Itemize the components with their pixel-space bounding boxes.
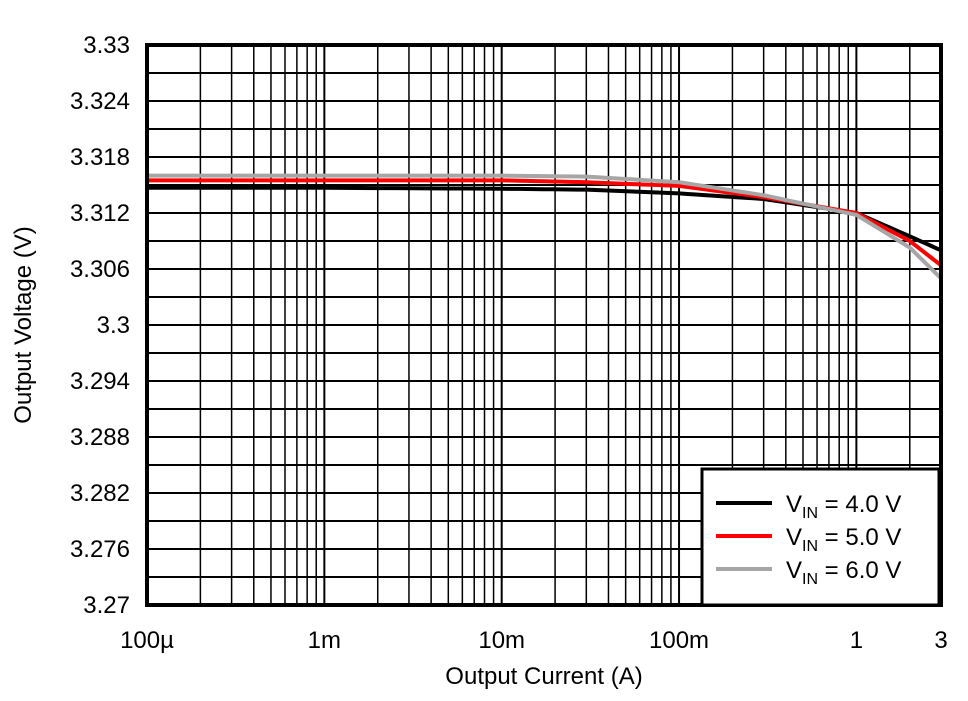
x-tick-label: 3 <box>934 627 947 654</box>
x-tick-label: 100m <box>649 627 709 654</box>
series-line <box>147 173 943 280</box>
y-tick-label: 3.318 <box>70 144 130 171</box>
y-tick-label: 3.33 <box>83 32 130 59</box>
x-tick-label: 100µ <box>120 627 174 654</box>
legend-label: VIN = 6.0 V <box>786 557 901 588</box>
x-tick-label: 1 <box>850 627 863 654</box>
x-axis-label: Output Current (A) <box>445 663 642 690</box>
series-line <box>147 178 943 267</box>
series-lines <box>147 173 943 280</box>
plot-frame <box>145 43 943 607</box>
x-tick-label: 10m <box>478 627 525 654</box>
y-tick-label: 3.294 <box>70 368 130 395</box>
legend-label: VIN = 5.0 V <box>786 524 901 555</box>
y-tick-label: 3.312 <box>70 200 130 227</box>
y-tick-label: 3.282 <box>70 480 130 507</box>
y-tick-label: 3.306 <box>70 256 130 283</box>
x-tick-labels: 100µ 1m 10m 100m 1 3 <box>120 627 948 654</box>
y-axis-label: Output Voltage (V) <box>10 226 37 423</box>
x-tick-label: 1m <box>308 627 341 654</box>
y-tick-labels: 3.27 3.276 3.282 3.288 3.294 3.3 3.306 3.312 3.3… <box>70 32 130 619</box>
y-tick-label: 3.324 <box>70 88 130 115</box>
y-tick-label: 3.27 <box>83 592 130 619</box>
legend-label: VIN = 4.0 V <box>786 491 901 522</box>
y-tick-label: 3.3 <box>97 312 130 339</box>
series-line <box>147 185 942 253</box>
y-tick-label: 3.276 <box>70 536 130 563</box>
y-tick-label: 3.288 <box>70 424 130 451</box>
